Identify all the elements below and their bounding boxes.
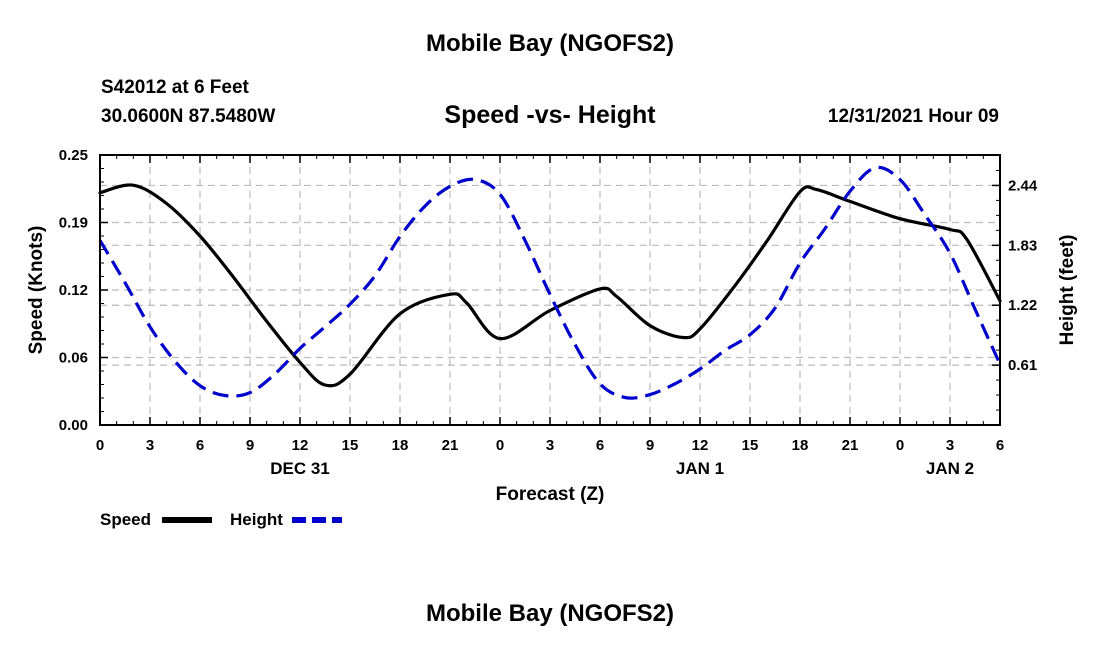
plot-frame xyxy=(99,154,1001,426)
station-label: S42012 at 6 Feet xyxy=(101,77,249,98)
x-tick-label: 3 xyxy=(546,437,554,454)
x-tick-label: 6 xyxy=(996,437,1004,454)
y-right-axis-title: Height (feet) xyxy=(1057,235,1078,346)
x-axis-title: Forecast (Z) xyxy=(496,484,605,505)
y-left-tick-label: 0.12 xyxy=(59,282,88,299)
x-tick-label: 21 xyxy=(842,437,859,454)
day-label: JAN 2 xyxy=(926,459,974,478)
x-tick-label: 0 xyxy=(496,437,504,454)
x-tick-label: 0 xyxy=(896,437,904,454)
x-tick-label: 6 xyxy=(596,437,604,454)
x-tick-label: 0 xyxy=(96,437,104,454)
y-right-tick-label: 1.83 xyxy=(1008,237,1037,254)
y-right-tick-label: 1.22 xyxy=(1008,297,1037,314)
grid-lines xyxy=(100,155,1000,425)
height-series-line xyxy=(98,165,1002,400)
axis-labels: 0 3 6 9 12 15 18 21 0 3 6 9 12 15 18 21 0 3 6 DEC 31 JAN 1 JA… xyxy=(59,147,1038,478)
forecast-datetime: 12/31/2021 Hour 09 xyxy=(827,106,999,127)
x-tick-label: 15 xyxy=(742,437,759,454)
x-tick-label: 9 xyxy=(646,437,654,454)
legend-height-label: Height xyxy=(230,510,283,529)
x-tick-label: 12 xyxy=(292,437,309,454)
x-tick-label: 6 xyxy=(196,437,204,454)
x-tick-label: 18 xyxy=(792,437,809,454)
x-tick-label: 3 xyxy=(146,437,154,454)
day-label: JAN 1 xyxy=(676,459,724,478)
station-coordinates: 30.0600N 87.5480W xyxy=(101,106,276,127)
day-label: DEC 31 xyxy=(270,459,330,478)
x-tick-label: 21 xyxy=(442,437,459,454)
y-right-tick-label: 2.44 xyxy=(1008,177,1038,194)
x-tick-label: 18 xyxy=(392,437,409,454)
legend: Speed Height xyxy=(100,510,342,529)
y-left-tick-label: 0.06 xyxy=(59,350,88,367)
speed-series-line xyxy=(98,183,1002,388)
x-tick-label: 12 xyxy=(692,437,709,454)
chart-site-title: Mobile Bay (NGOFS2) xyxy=(425,30,675,57)
y-left-tick-label: 0.25 xyxy=(59,147,88,164)
y-left-tick-label: 0.19 xyxy=(59,215,88,232)
x-tick-label: 9 xyxy=(246,437,254,454)
y-right-tick-label: 0.61 xyxy=(1008,357,1037,374)
next-chart-site-title: Mobile Bay (NGOFS2) xyxy=(425,600,675,627)
series-lines xyxy=(98,165,1002,400)
x-tick-label: 15 xyxy=(342,437,359,454)
y-left-tick-label: 0.00 xyxy=(59,417,88,434)
legend-speed-label: Speed xyxy=(100,510,151,529)
chart-subtitle: Speed -vs- Height xyxy=(444,101,656,129)
x-tick-label: 3 xyxy=(946,437,954,454)
y-left-axis-title: Speed (Knots) xyxy=(26,226,47,355)
